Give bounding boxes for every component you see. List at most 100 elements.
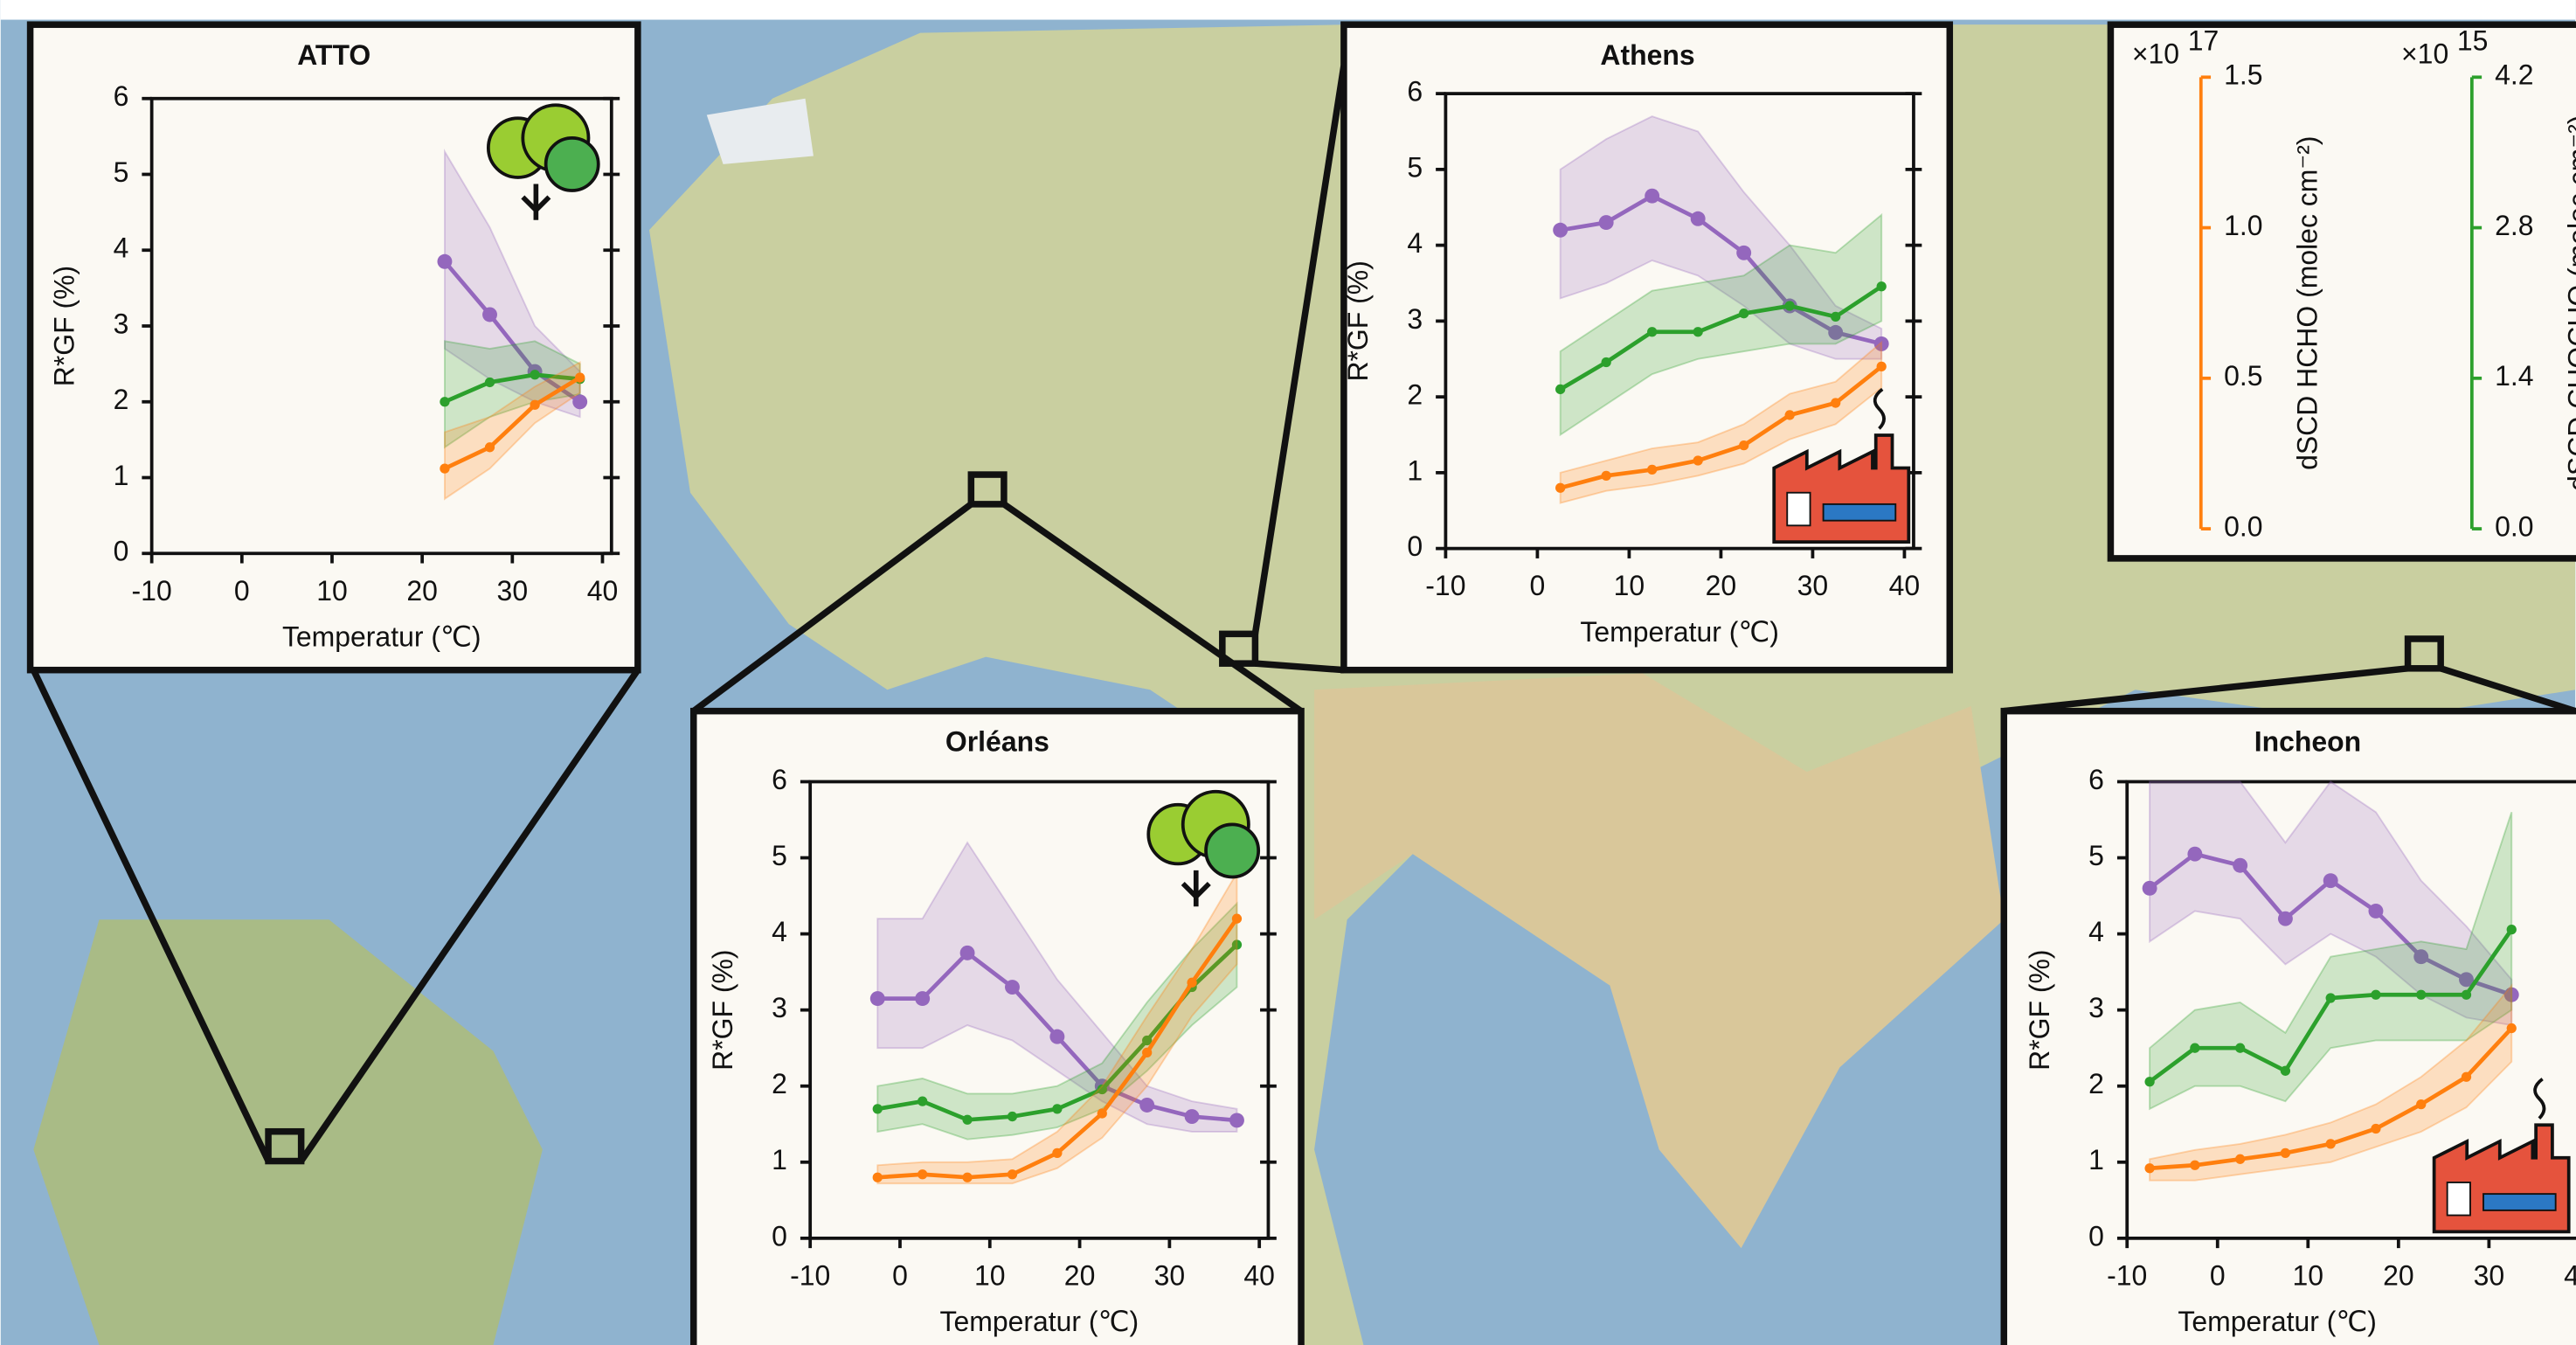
y-tick-label: 3: [1407, 303, 1423, 335]
y-tick-label: 4: [772, 916, 787, 947]
x-tick-label: 20: [2383, 1259, 2414, 1291]
data-point: [1142, 1048, 1152, 1057]
data-point: [1739, 440, 1748, 450]
data-point: [1098, 1108, 1107, 1118]
tick-label: 2.8: [2495, 210, 2533, 241]
x-axis-label: Temperatur (℃): [940, 1306, 1139, 1337]
y-tick-label: 4: [2088, 916, 2104, 947]
data-point: [1647, 465, 1657, 475]
data-point: [1647, 327, 1657, 336]
y-tick-label: 5: [114, 156, 129, 188]
data-point: [918, 1169, 927, 1179]
panel: Athens-100102030400123456Temperatur (℃)R…: [1342, 24, 1949, 669]
x-tick-label: 0: [1530, 570, 1546, 601]
y-tick-label: 5: [1407, 151, 1423, 183]
data-point: [1187, 978, 1196, 988]
data-point: [2507, 925, 2517, 934]
x-tick-label: 30: [497, 575, 529, 607]
tick-label: 1.5: [2224, 59, 2262, 91]
data-point: [2278, 912, 2293, 926]
data-point: [2281, 1066, 2290, 1076]
y-tick-label: 3: [2088, 992, 2104, 1023]
y-tick-label: 6: [2088, 764, 2104, 795]
y-tick-label: 4: [114, 232, 129, 264]
y-tick-label: 3: [114, 308, 129, 339]
x-tick-label: 20: [1706, 570, 1737, 601]
data-point: [1008, 1169, 1017, 1179]
x-tick-label: 20: [406, 575, 438, 607]
x-tick-label: 30: [1797, 570, 1829, 601]
data-point: [440, 463, 449, 473]
y-axis-label: R*GF (%): [1342, 260, 1374, 381]
x-tick-label: 40: [1889, 570, 1921, 601]
y-tick-label: 2: [2088, 1068, 2104, 1099]
data-point: [1052, 1104, 1062, 1113]
data-point: [2368, 904, 2383, 919]
data-point: [2144, 1163, 2154, 1173]
y-tick-label: 1: [2088, 1144, 2104, 1175]
x-tick-label: 40: [587, 575, 619, 607]
x-tick-label: -10: [132, 575, 172, 607]
figure: ATTO-100102030400123456Temperatur (℃)R*G…: [0, 0, 2576, 1345]
data-point: [2462, 1072, 2471, 1082]
data-point: [1052, 1148, 1062, 1158]
data-point: [530, 370, 539, 379]
data-point: [962, 1115, 972, 1125]
x-tick-label: 0: [2210, 1259, 2226, 1291]
data-point: [1785, 301, 1795, 310]
y-axis-label: R*GF (%): [48, 266, 80, 386]
y-tick-label: 0: [114, 536, 129, 567]
x-tick-label: 10: [1614, 570, 1645, 601]
x-tick-label: 0: [234, 575, 250, 607]
data-point: [870, 991, 885, 1006]
y-tick-label: 0: [772, 1220, 787, 1251]
data-point: [1229, 1113, 1244, 1127]
axis-label: dSCD HCHO (molec cm⁻²): [2291, 136, 2323, 470]
data-point: [2281, 1148, 2290, 1158]
panel-box: [2110, 24, 2576, 558]
data-point: [1736, 246, 1751, 260]
data-point: [2233, 858, 2247, 873]
data-point: [2143, 881, 2157, 896]
data-point: [1005, 980, 1020, 995]
axis-multiplier: ×10: [2401, 38, 2448, 69]
panel-title: Incheon: [2254, 726, 2361, 758]
x-tick-label: 10: [2293, 1259, 2324, 1291]
x-tick-label: 30: [1154, 1259, 1186, 1291]
tick-label: 1.0: [2224, 210, 2262, 241]
data-point: [1553, 223, 1568, 238]
data-point: [2190, 1043, 2199, 1053]
y-tick-label: 6: [1407, 76, 1423, 107]
x-tick-label: 40: [2564, 1259, 2576, 1291]
data-point: [2371, 1124, 2380, 1134]
x-tick-label: -10: [2107, 1259, 2147, 1291]
y-tick-label: 3: [772, 992, 787, 1023]
data-point: [2326, 993, 2336, 1002]
y-tick-label: 4: [1407, 227, 1423, 259]
y-tick-label: 5: [772, 840, 787, 871]
data-point: [1877, 281, 1887, 291]
x-axis-label: Temperatur (℃): [282, 621, 481, 652]
data-point: [1877, 362, 1887, 371]
tick-label: 4.2: [2495, 59, 2533, 91]
data-point: [1602, 471, 1611, 481]
data-point: [1785, 410, 1795, 419]
y-axis-label: R*GF (%): [2024, 949, 2055, 1070]
y-tick-label: 1: [1407, 454, 1423, 486]
x-tick-label: -10: [1425, 570, 1465, 601]
axis-exponent: 15: [2457, 24, 2489, 56]
data-point: [1232, 914, 1242, 924]
x-tick-label: -10: [790, 1259, 830, 1291]
x-tick-label: 10: [974, 1259, 1006, 1291]
data-point: [1645, 189, 1659, 204]
data-point: [2326, 1139, 2336, 1148]
data-point: [1691, 211, 1706, 226]
data-point: [2462, 990, 2471, 1000]
data-point: [482, 308, 497, 322]
tick-label: 1.4: [2495, 360, 2533, 392]
data-point: [918, 1097, 927, 1106]
data-point: [873, 1104, 883, 1113]
axis-exponent: 17: [2188, 24, 2219, 56]
